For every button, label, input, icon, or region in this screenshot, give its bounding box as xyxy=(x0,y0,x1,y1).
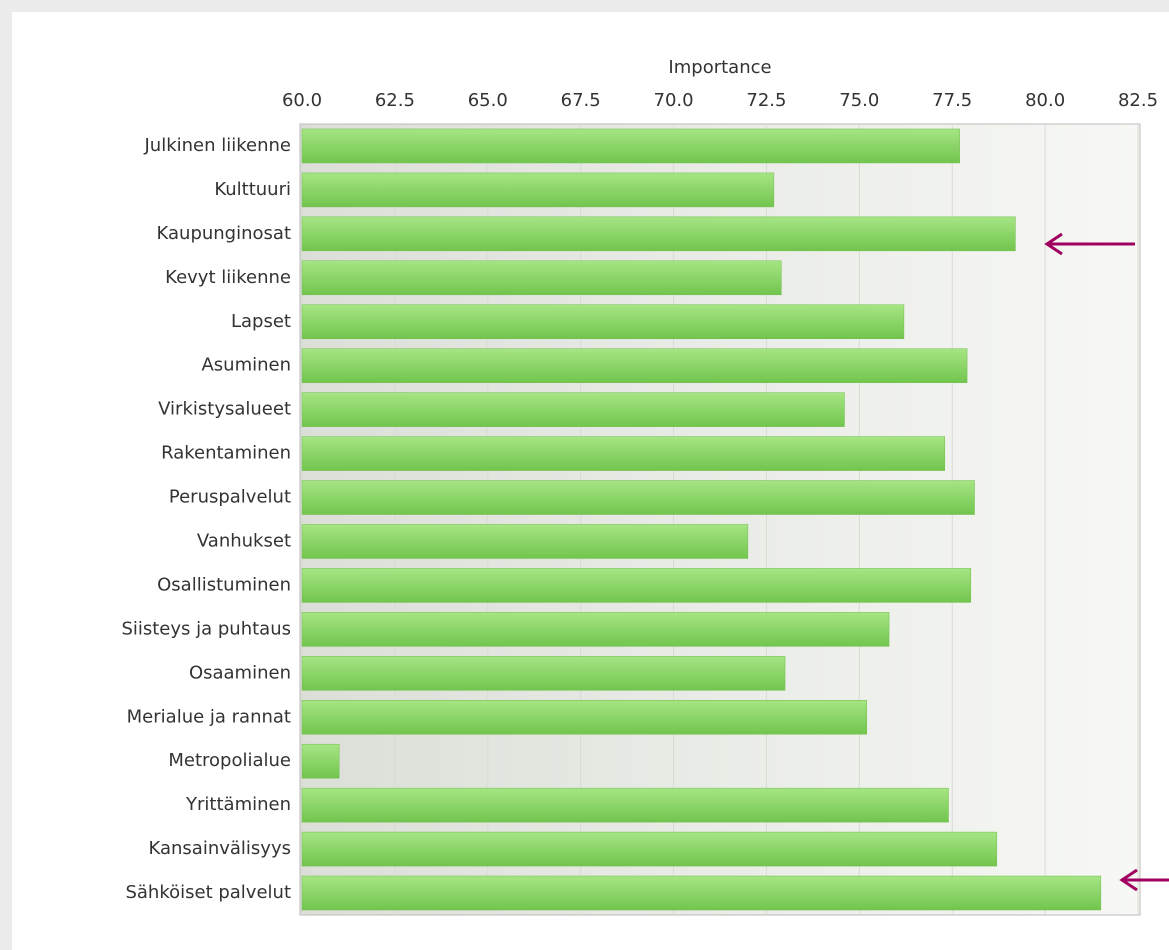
y-tick-label: Sähköiset palvelut xyxy=(125,882,291,903)
x-tick-label: 62.5 xyxy=(375,90,415,111)
bar xyxy=(301,480,975,515)
bar xyxy=(301,743,340,779)
y-tick-label: Asuminen xyxy=(201,355,291,376)
x-tick-label: 80.0 xyxy=(1025,90,1065,111)
bar xyxy=(301,656,786,691)
y-tick-label: Osaaminen xyxy=(189,662,291,683)
bar xyxy=(301,128,960,164)
plot-area xyxy=(299,123,1141,916)
y-tick-label: Vanhukset xyxy=(197,530,291,551)
y-tick-label: Metropolialue xyxy=(168,750,291,771)
bar xyxy=(301,304,905,339)
x-tick-label: 75.0 xyxy=(839,90,879,111)
bar xyxy=(301,172,775,208)
x-tick-label: 67.5 xyxy=(561,90,601,111)
arrow-head xyxy=(1119,868,1138,892)
y-tick-label: Siisteys ja puhtaus xyxy=(121,618,291,639)
bar xyxy=(301,524,749,559)
x-tick-label: 82.5 xyxy=(1118,90,1158,111)
y-tick-label: Lapset xyxy=(231,311,291,332)
bar xyxy=(301,436,946,471)
x-tick-label: 60.0 xyxy=(282,90,322,111)
bar xyxy=(301,216,1016,252)
arrow-head xyxy=(1044,232,1063,256)
y-tick-label: Kansainvälisyys xyxy=(149,838,292,859)
bar xyxy=(301,831,998,867)
y-tick-label: Kevyt liikenne xyxy=(165,267,291,288)
y-tick-label: Merialue ja rannat xyxy=(127,706,291,727)
y-tick-label: Kulttuuri xyxy=(214,179,291,200)
bar xyxy=(301,700,868,735)
bar xyxy=(301,348,968,383)
y-tick-label: Yrittäminen xyxy=(185,794,291,815)
axis-title: Importance xyxy=(668,57,771,78)
y-tick-label: Osallistuminen xyxy=(157,574,291,595)
bar xyxy=(301,612,890,647)
y-tick-label: Rakentaminen xyxy=(161,443,291,464)
annotation-arrows xyxy=(1044,232,1169,892)
bar xyxy=(301,392,845,427)
x-tick-label: 70.0 xyxy=(654,90,694,111)
y-tick-label: Kaupunginosat xyxy=(157,223,291,244)
bar xyxy=(301,260,782,296)
bar xyxy=(301,787,949,823)
x-tick-label: 72.5 xyxy=(746,90,786,111)
y-tick-label: Peruspalvelut xyxy=(169,487,291,508)
y-tick-label: Julkinen liikenne xyxy=(143,135,291,156)
bar xyxy=(301,875,1102,911)
x-tick-label: 77.5 xyxy=(932,90,972,111)
y-tick-label: Virkistysalueet xyxy=(158,399,291,420)
x-tick-label: 65.0 xyxy=(468,90,508,111)
bar xyxy=(301,568,972,603)
